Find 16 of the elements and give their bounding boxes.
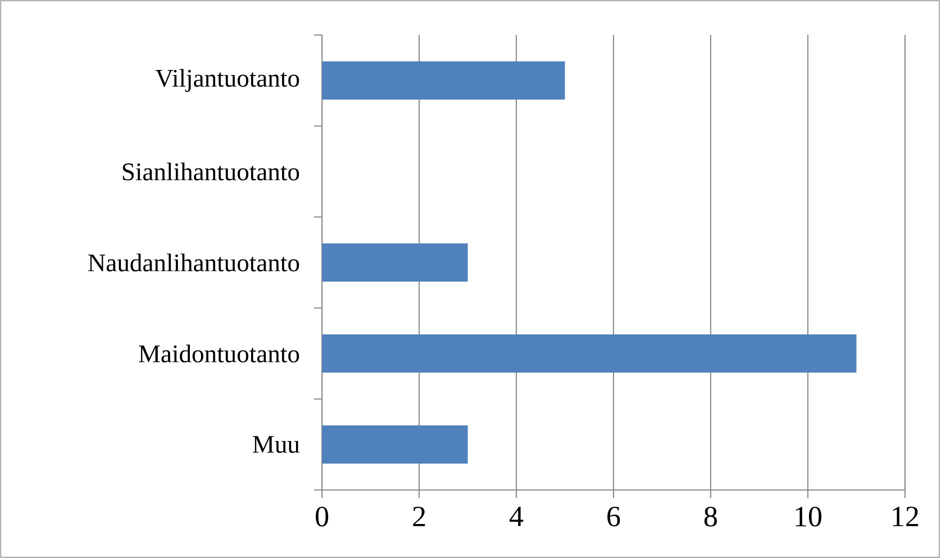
x-tick-label: 8 [704, 506, 717, 527]
bar [322, 425, 468, 464]
bar [322, 61, 565, 100]
x-tick-label: 6 [607, 506, 620, 526]
x-tick-label: 10 [796, 506, 822, 527]
y-tick-label: Muu [252, 436, 300, 453]
bar [322, 334, 856, 373]
x-tick-label: 4 [510, 506, 524, 526]
x-tick-label: 12 [892, 506, 918, 526]
y-tick-label: Naudanlihantuotanto [88, 254, 300, 272]
y-tick-label: Viljantuotanto [155, 69, 300, 92]
x-tick-label: 2 [413, 506, 425, 526]
y-tick-label: Maidontuotanto [138, 344, 299, 362]
x-tick-label: 0 [316, 506, 328, 527]
y-tick-label: Sianlihantuotanto [122, 162, 300, 180]
bar [322, 243, 468, 282]
